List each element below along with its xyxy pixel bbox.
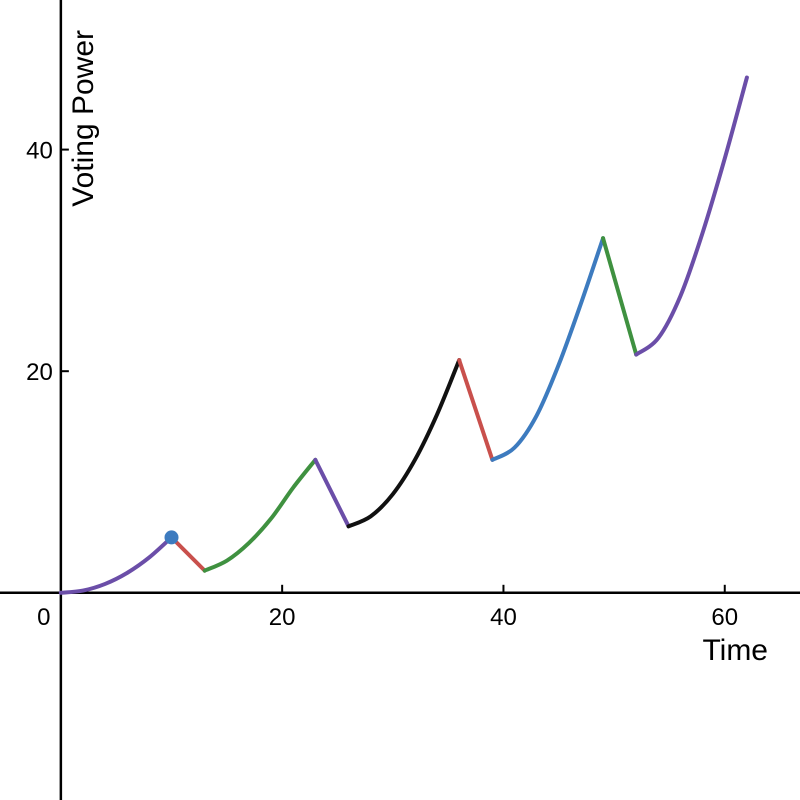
series-segment-1 xyxy=(58,535,174,595)
y-tick-label: 40 xyxy=(26,138,53,165)
x-tick-label: 60 xyxy=(711,604,738,631)
x-tick-label: 0 xyxy=(37,604,50,631)
series-segment-7 xyxy=(490,236,606,462)
series-segment-5 xyxy=(346,358,462,529)
series-layer xyxy=(58,75,749,595)
x-axis-label: Time xyxy=(702,634,768,667)
x-tick-label: 20 xyxy=(269,604,296,631)
y-tick-label: 20 xyxy=(26,359,53,386)
series-segment-6 xyxy=(457,358,495,462)
series-segment-4 xyxy=(313,457,351,529)
y-axis-label: Voting Power xyxy=(67,30,100,207)
ticks: 0 20 40 60 20 40 xyxy=(26,138,738,631)
points-layer xyxy=(164,530,179,545)
data-point-1 xyxy=(164,530,179,545)
x-tick-label: 40 xyxy=(490,604,517,631)
series-segment-2 xyxy=(169,535,207,573)
series-segment-8 xyxy=(601,236,639,357)
series-segment-9 xyxy=(634,75,749,357)
series-segment-3 xyxy=(202,457,318,573)
